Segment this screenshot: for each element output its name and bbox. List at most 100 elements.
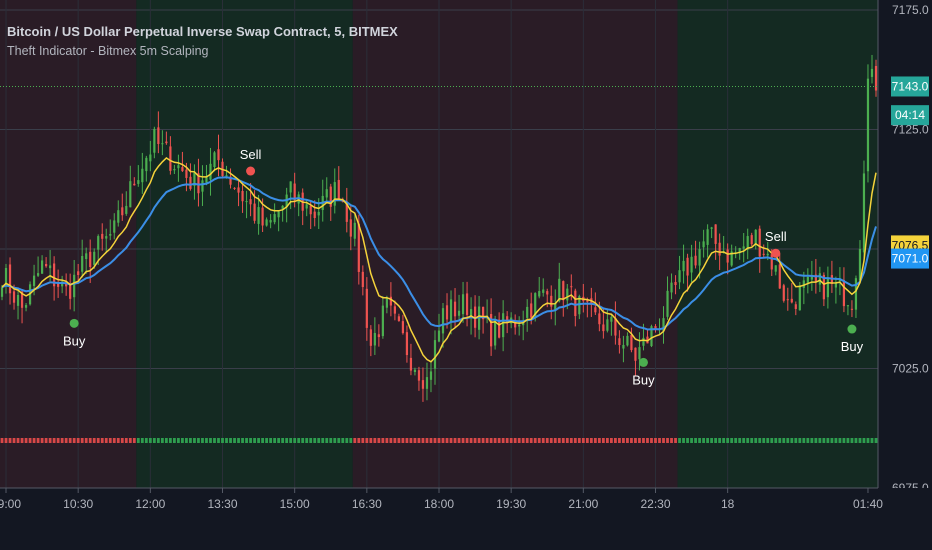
candle[interactable] — [281, 205, 284, 209]
candle[interactable] — [818, 273, 821, 285]
candle[interactable] — [325, 189, 328, 198]
candle[interactable] — [866, 78, 870, 172]
candle[interactable] — [554, 303, 557, 311]
candle[interactable] — [702, 241, 705, 248]
candle[interactable] — [53, 263, 56, 287]
candle[interactable] — [666, 290, 669, 317]
candle[interactable] — [385, 297, 388, 308]
candle[interactable] — [105, 236, 108, 239]
candle[interactable] — [542, 289, 545, 293]
candle[interactable] — [730, 251, 733, 266]
candle[interactable] — [562, 281, 565, 301]
candle[interactable] — [73, 274, 76, 298]
buy-signal-dot[interactable] — [638, 357, 648, 367]
candle[interactable] — [20, 291, 24, 308]
candle[interactable] — [36, 273, 40, 276]
candle[interactable] — [453, 301, 457, 317]
candle[interactable] — [494, 319, 497, 346]
candle[interactable] — [121, 207, 124, 216]
candle[interactable] — [85, 253, 88, 260]
buy-signal-dot[interactable] — [69, 318, 79, 328]
candle[interactable] — [249, 199, 252, 205]
candle[interactable] — [674, 281, 677, 286]
candle[interactable] — [802, 280, 805, 288]
candle[interactable] — [842, 280, 846, 307]
candle[interactable] — [766, 253, 769, 256]
candle[interactable] — [269, 220, 272, 223]
candle[interactable] — [870, 68, 874, 77]
candle[interactable] — [794, 304, 797, 309]
candle[interactable] — [429, 371, 433, 380]
candle[interactable] — [822, 274, 825, 300]
candle[interactable] — [237, 187, 240, 193]
candle[interactable] — [469, 309, 473, 319]
candle[interactable] — [357, 223, 360, 272]
candle[interactable] — [157, 127, 160, 144]
candle[interactable] — [16, 295, 20, 306]
candle[interactable] — [714, 224, 717, 244]
candle[interactable] — [694, 255, 697, 266]
candle[interactable] — [782, 285, 785, 301]
candle[interactable] — [814, 274, 817, 283]
buy-signal-dot[interactable] — [847, 324, 857, 334]
candle[interactable] — [798, 285, 801, 311]
candle[interactable] — [97, 236, 100, 250]
candle[interactable] — [293, 183, 296, 201]
candle[interactable] — [277, 211, 280, 218]
candle[interactable] — [626, 335, 629, 346]
candle[interactable] — [309, 205, 312, 215]
candle[interactable] — [518, 324, 521, 327]
candle[interactable] — [149, 154, 152, 162]
candle[interactable] — [169, 146, 172, 171]
candle[interactable] — [397, 316, 401, 321]
candle[interactable] — [682, 260, 685, 272]
candle[interactable] — [481, 306, 485, 320]
candle[interactable] — [369, 329, 372, 346]
candle[interactable] — [153, 128, 156, 153]
candle[interactable] — [538, 291, 541, 297]
candle[interactable] — [173, 169, 176, 171]
candle[interactable] — [265, 219, 268, 226]
candle[interactable] — [502, 313, 505, 338]
candle[interactable] — [742, 246, 745, 249]
sell-signal-dot[interactable] — [771, 248, 781, 258]
candle[interactable] — [534, 293, 537, 317]
candle[interactable] — [185, 169, 188, 178]
candle[interactable] — [858, 248, 862, 281]
candle[interactable] — [598, 313, 601, 325]
candle[interactable] — [586, 300, 589, 302]
candle[interactable] — [349, 219, 352, 237]
candle[interactable] — [0, 287, 4, 297]
candle[interactable] — [225, 175, 228, 177]
candle[interactable] — [405, 332, 409, 356]
candle[interactable] — [654, 326, 657, 329]
candle[interactable] — [514, 320, 517, 328]
candle[interactable] — [498, 319, 501, 338]
candle[interactable] — [253, 203, 256, 221]
candle[interactable] — [341, 200, 344, 203]
candle[interactable] — [750, 235, 753, 245]
candle[interactable] — [12, 291, 16, 303]
candle[interactable] — [109, 234, 112, 236]
candle[interactable] — [790, 298, 793, 303]
candle[interactable] — [317, 211, 320, 216]
candle[interactable] — [389, 296, 392, 306]
candle[interactable] — [762, 253, 765, 255]
candle[interactable] — [245, 201, 248, 203]
candle[interactable] — [686, 257, 689, 276]
candle[interactable] — [69, 284, 72, 299]
candle[interactable] — [229, 176, 232, 185]
sell-signal-dot[interactable] — [246, 166, 256, 176]
candle[interactable] — [425, 377, 429, 389]
candle[interactable] — [89, 251, 92, 267]
candle[interactable] — [377, 334, 380, 338]
candle[interactable] — [490, 314, 493, 347]
candle[interactable] — [261, 207, 264, 226]
candle[interactable] — [193, 172, 196, 186]
candle[interactable] — [726, 249, 729, 263]
candle[interactable] — [778, 264, 781, 289]
candle[interactable] — [333, 182, 336, 206]
candle[interactable] — [57, 282, 60, 287]
candle[interactable] — [305, 204, 308, 209]
candle[interactable] — [125, 205, 128, 214]
